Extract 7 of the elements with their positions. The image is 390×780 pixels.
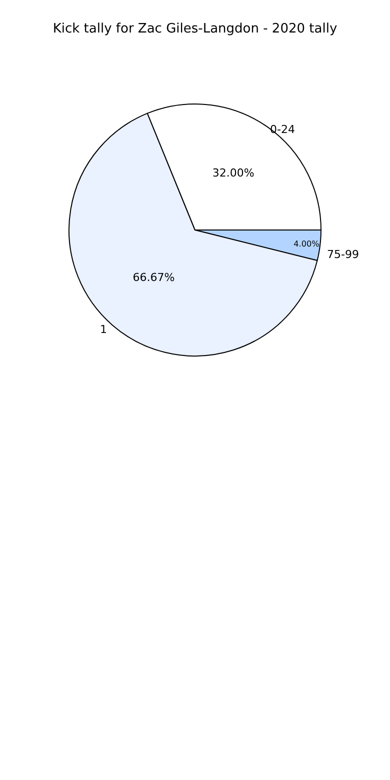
data-label: 32.00% bbox=[212, 166, 254, 180]
slice-label: 0-24 bbox=[270, 123, 295, 136]
data-label: 66.67% bbox=[132, 271, 175, 284]
data-label: 4.00% bbox=[294, 238, 320, 248]
chart-title: Kick tally for Zac Giles-Langdon - 2020 tally bbox=[52, 22, 338, 36]
slice-label: 1 bbox=[100, 323, 107, 336]
slice-label: 75-99 bbox=[327, 248, 359, 261]
